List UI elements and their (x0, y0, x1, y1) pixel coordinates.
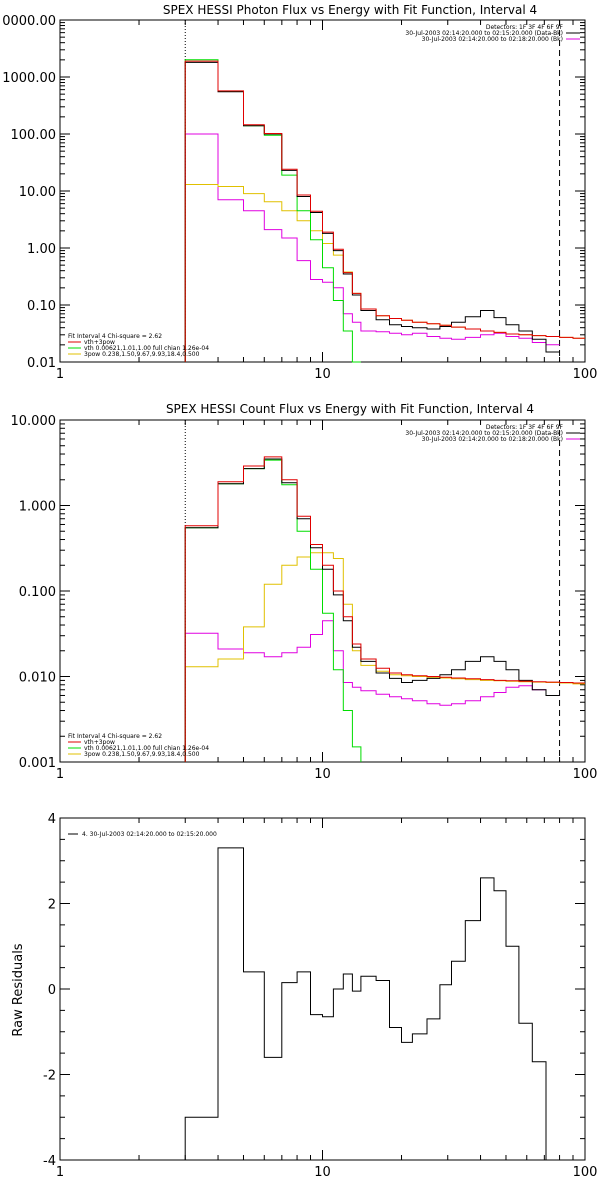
residuals-ylabel: Raw Residuals (11, 943, 26, 1036)
photon-flux-y-tick-label: 10.00 (19, 185, 56, 200)
count-flux-x-tick-label: 10 (314, 767, 331, 782)
count-flux-series-total-fit (184, 456, 585, 762)
count-flux-title: SPEX HESSI Count Flux vs Energy with Fit… (166, 402, 534, 416)
residuals-y-tick-label: 4 (48, 812, 56, 827)
residuals-y-tick-label: 2 (48, 898, 56, 913)
count-flux-legend-tr-text: 30-Jul-2003 02:14:20.000 to 02:18:20.000… (422, 436, 563, 443)
count-flux-y-tick-label: 0.100 (19, 585, 56, 600)
photon-flux-y-tick-label: 1.00 (27, 242, 56, 257)
residuals-x-tick-label: 1 (56, 1165, 64, 1180)
residuals-y-tick-label: -4 (43, 1154, 56, 1169)
residuals-x-tick-label: 10 (314, 1165, 331, 1180)
count-flux-legend-tr-text: Detectors: 1F 3F 4F 6F 9F (486, 424, 564, 431)
count-flux-marks: 1 10 100 0.001 0.010 0.100 1.000 10.000 Detector… (11, 414, 598, 782)
photon-flux-legend-bl-text: vth+3pow (84, 339, 115, 346)
photon-flux-y-tick-label: 1000.00 (2, 71, 56, 86)
photon-flux-y-tick-label: 0.01 (27, 356, 56, 371)
residuals-series-residuals (184, 847, 560, 1161)
count-flux-legend-bl-text: vth+3pow (84, 739, 115, 746)
photon-flux-legend-bl-text: 3pow 0.238,1.50,9.67,9.93,18.4,0.500 (84, 351, 200, 358)
photon-flux-legend-bl-text: vth 0.00621,1.01,1.00 full chian 1.26e-0… (84, 345, 209, 352)
residuals-marks: 1 10 100 -4 -2 0 2 4 4. 30-Jul-2003 02:14:20.000… (43, 812, 597, 1180)
count-flux-y-tick-label: 10.000 (11, 414, 57, 429)
count-flux-legend-bl-text: vth 0.00621,1.01,1.00 full chian 1.26e-0… (84, 745, 209, 752)
photon-flux-y-tick-label: 0000.00 (2, 14, 56, 29)
count-flux-series-background (184, 620, 560, 762)
photon-flux-legend-tr-text: 30-Jul-2003 02:14:20.000 to 02:15:20.000… (405, 30, 563, 37)
photon-flux-panel: SPEX HESSI Photon Flux vs Energy with Fi… (2, 3, 597, 382)
residuals-legend-tl-text: 4. 30-Jul-2003 02:14:20.000 to 02:15:20.… (82, 831, 217, 838)
residuals-y-tick-label: 0 (48, 983, 56, 998)
photon-flux-marks: 1 10 100 0.01 0.10 1.00 10.00 100.00 1000.00 0000… (2, 14, 597, 382)
photon-flux-x-tick-label: 10 (314, 367, 331, 382)
count-flux-legend-bl-text: Fit Interval 4 Chi-square = 2.62 (68, 733, 162, 740)
photon-flux-legend-tr-text: 30-Jul-2003 02:14:20.000 to 02:18:20.000… (422, 36, 563, 43)
residuals-x-tick-label: 100 (573, 1165, 598, 1180)
count-flux-panel: SPEX HESSI Count Flux vs Energy with Fit… (11, 402, 598, 782)
photon-flux-title: SPEX HESSI Photon Flux vs Energy with Fi… (163, 3, 537, 17)
photon-flux-series-total-fit (184, 60, 585, 362)
count-flux-x-tick-label: 100 (573, 767, 598, 782)
photon-flux-y-tick-label: 100.00 (11, 128, 57, 143)
photon-flux-legend-tr-text: Detectors: 1F 3F 4F 6F 9F (486, 24, 564, 31)
count-flux-x-tick-label: 1 (56, 767, 64, 782)
count-flux-legend-tr-text: 30-Jul-2003 02:14:20.000 to 02:15:20.000… (405, 430, 563, 437)
count-flux-legend-bl-text: 3pow 0.238,1.50,9.67,9.93,18.4,0.500 (84, 751, 200, 758)
residuals-panel: Raw Residuals 1 10 100 -4 -2 0 2 4 4. 30-Jul-200… (11, 812, 597, 1180)
photon-flux-x-tick-label: 1 (56, 367, 64, 382)
count-flux-y-tick-label: 0.001 (19, 756, 56, 771)
count-flux-y-tick-label: 0.010 (19, 671, 56, 686)
photon-flux-legend-bl-text: Fit Interval 4 Chi-square = 2.62 (68, 333, 162, 340)
photon-flux-x-tick-label: 100 (573, 367, 598, 382)
photon-flux-y-tick-label: 0.10 (27, 299, 56, 314)
count-flux-y-tick-label: 1.000 (19, 500, 56, 515)
residuals-y-tick-label: -2 (43, 1069, 56, 1084)
photon-flux-series-background (184, 133, 560, 362)
